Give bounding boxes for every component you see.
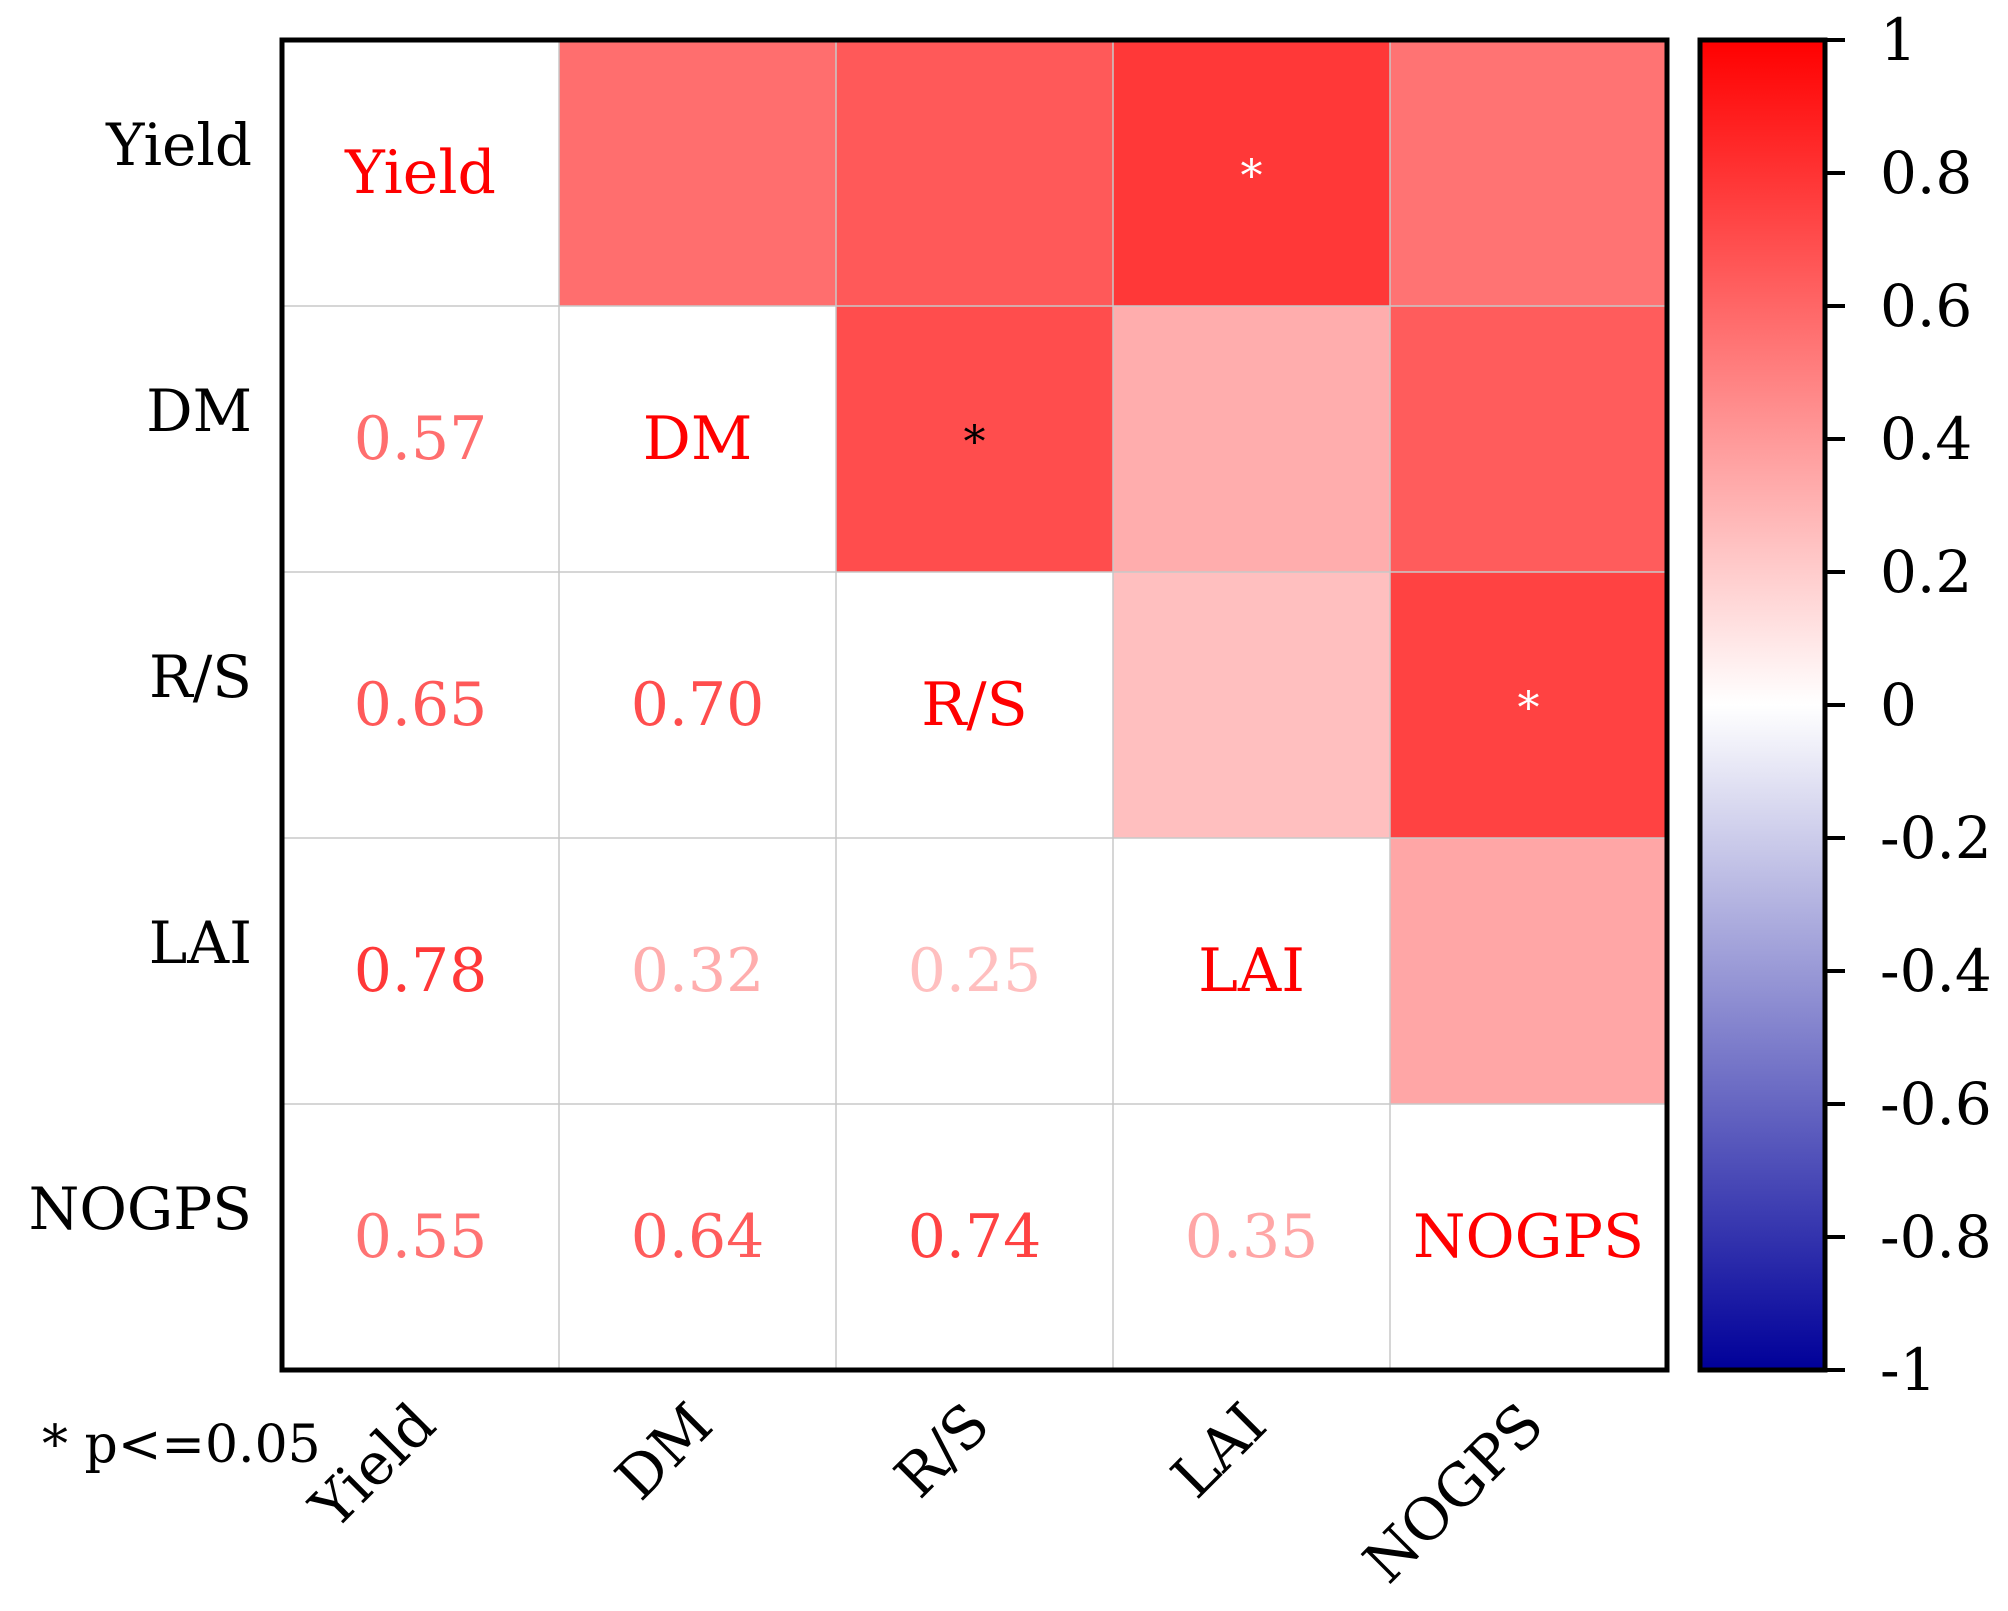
correlation-value-label: 0.74 [908, 1202, 1042, 1272]
colorbar-tick-label: -1 [1880, 1336, 1937, 1404]
colorbar-tick-label: 0.6 [1880, 272, 1972, 340]
y-tick-label: R/S [149, 643, 252, 711]
significance-star: * [1241, 151, 1263, 202]
heatmap-cell-R/S-LAI [1113, 572, 1390, 838]
correlation-value-label: 0.32 [631, 936, 765, 1006]
y-tick-label: NOGPS [29, 1175, 252, 1243]
x-tick-label: DM [602, 1390, 725, 1513]
y-tick-label: LAI [149, 909, 252, 977]
heatmap-gridlines [282, 40, 1667, 1370]
correlation-value-label: 0.57 [354, 404, 488, 474]
colorbar [1697, 37, 1828, 1373]
colorbar-tick-label: -0.6 [1880, 1070, 1992, 1138]
heatmap-cell-Yield-R/S [836, 40, 1113, 306]
correlation-value-label: 0.55 [354, 1202, 488, 1272]
diagonal-label: Yield [344, 138, 496, 208]
heatmap-cell-LAI-NOGPS [1390, 838, 1667, 1104]
heatmap-cell-R/S-NOGPS [1390, 572, 1667, 838]
diagonal-label: NOGPS [1413, 1202, 1644, 1272]
colorbar-tick-label: -0.8 [1880, 1203, 1992, 1271]
significance-star: * [964, 417, 986, 468]
diagonal-label: R/S [921, 670, 1028, 740]
heatmap-cell-Yield-LAI [1113, 40, 1390, 306]
diagonal-label: DM [643, 404, 753, 474]
x-tick-label: NOGPS [1350, 1390, 1556, 1596]
correlation-value-label: 0.70 [631, 670, 765, 740]
significance-star: * [1518, 683, 1540, 734]
correlation-value-label: 0.64 [631, 1202, 765, 1272]
colorbar-tick-label: 0 [1880, 671, 1917, 739]
correlation-value-label: 0.25 [908, 936, 1042, 1006]
heatmap-frame [279, 37, 1670, 1373]
heatmap-cell-Yield-NOGPS [1390, 40, 1667, 306]
heatmap-cells [559, 40, 1667, 1104]
diagonal-label: LAI [1198, 936, 1305, 1006]
x-tick-label: R/S [882, 1390, 1003, 1511]
correlation-value-label: 0.65 [354, 670, 488, 740]
heatmap-cell-Yield-DM [559, 40, 836, 306]
heatmap-cell-DM-LAI [1113, 306, 1390, 572]
colorbar-tick-label: -0.2 [1880, 804, 1992, 872]
colorbar-ticks: 1 0.8 0.6 0.4 0.2 0 -0.2 -0.4 -0.6 -0.8 -1 [1825, 6, 1992, 1404]
colorbar-tick-label: -0.4 [1880, 937, 1992, 1005]
y-tick-label: Yield [105, 111, 252, 179]
significance-marks: * * * [964, 151, 1540, 734]
heatmap-cell-DM-R/S [836, 306, 1113, 572]
colorbar-tick-label: 0.8 [1880, 139, 1972, 207]
colorbar-tick-label: 0.2 [1880, 538, 1972, 606]
x-tick-label: LAI [1158, 1390, 1279, 1511]
y-axis-labels: Yield DM R/S LAI NOGPS [29, 111, 252, 1243]
x-axis-labels: Yield DM R/S LAI NOGPS [296, 1390, 1556, 1596]
heatmap-cell-DM-NOGPS [1390, 306, 1667, 572]
significance-note: * p<=0.05 [42, 1415, 321, 1475]
heatmap-cell-labels: Yield DM R/S LAI NOGPS 0.57 0.65 0.70 0.78 0.32 0.… [344, 138, 1644, 1272]
y-tick-label: DM [146, 377, 252, 445]
correlation-value-label: 0.78 [354, 936, 488, 1006]
colorbar-tick-label: 1 [1880, 6, 1917, 74]
colorbar-tick-label: 0.4 [1880, 405, 1972, 473]
correlation-value-label: 0.35 [1185, 1202, 1319, 1272]
